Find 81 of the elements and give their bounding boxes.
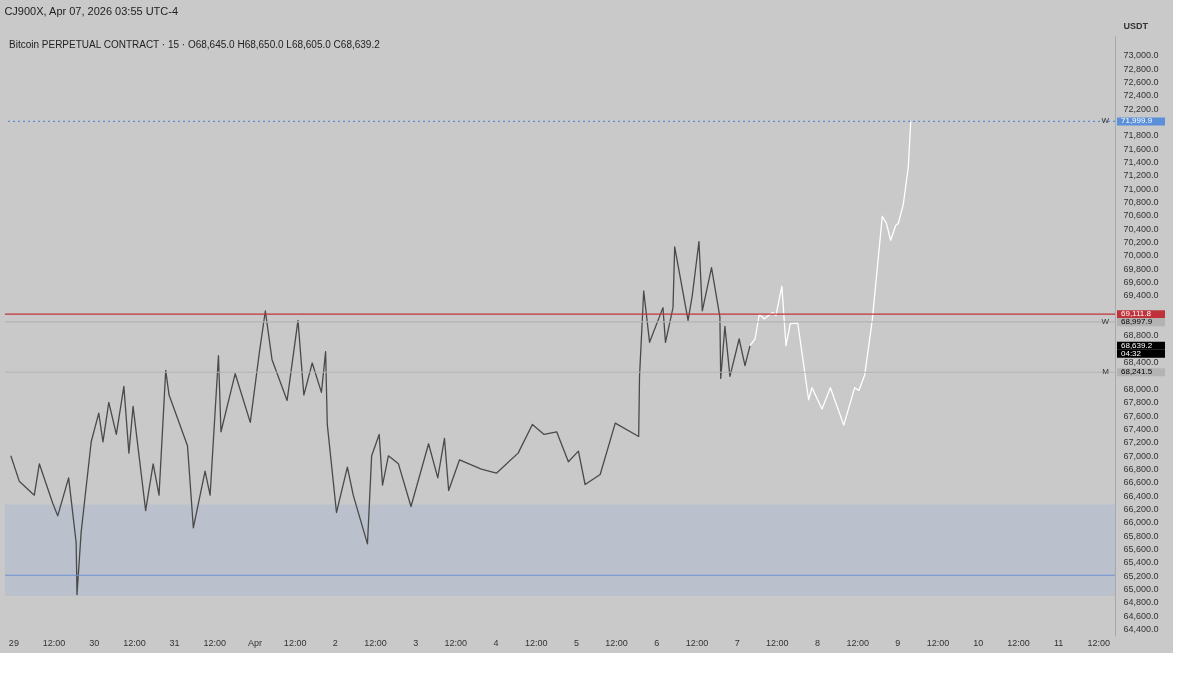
y-tick-label: 72,600.0 — [1123, 76, 1159, 87]
x-tick-label: 12:00 — [203, 637, 227, 648]
y-tick-label: 65,000.0 — [1123, 584, 1159, 595]
x-tick-label: 12:00 — [524, 637, 548, 648]
y-tick-label: 71,200.0 — [1123, 170, 1159, 181]
y-tick-label: 65,600.0 — [1123, 544, 1159, 555]
annotation: M — [1102, 367, 1110, 377]
x-tick-label: 30 — [89, 637, 100, 648]
y-tick-label: 69,800.0 — [1123, 263, 1159, 274]
y-tick-label: 71,600.0 — [1123, 143, 1159, 154]
annotation: W — [1101, 116, 1110, 126]
x-tick-label: 12:00 — [766, 637, 789, 648]
text: 68,639.2 — [1121, 340, 1153, 350]
ref-line-label: 69,111.8 — [1121, 309, 1152, 319]
y-tick-label: 73,000.0 — [1123, 50, 1159, 61]
x-tick-label: 11 — [1053, 637, 1064, 648]
y-tick-label: 69,600.0 — [1123, 277, 1159, 288]
x-tick-label: 4 — [493, 637, 499, 648]
y-tick-label: 65,200.0 — [1123, 570, 1159, 581]
line-series — [10, 240, 751, 596]
text: 04:32 — [1121, 348, 1142, 358]
x-tick-label: 2 — [332, 637, 338, 648]
y-tick-label: 68,000.0 — [1123, 383, 1159, 394]
y-tick-label: 71,400.0 — [1123, 156, 1159, 167]
x-tick-label: 12:00 — [123, 637, 146, 648]
y-tick-label: 64,800.0 — [1123, 597, 1159, 608]
y-tick-label: 70,800.0 — [1123, 197, 1159, 208]
x-tick-label: 29 — [8, 637, 19, 648]
x-tick-label: 12:00 — [1087, 637, 1111, 648]
y-tick-label: 72,200.0 — [1123, 103, 1159, 114]
ref-line-label: 71,999.9 — [1121, 116, 1153, 126]
ref-line-label: 68,997.9 — [1121, 317, 1153, 327]
y-axis-title: USDT — [1123, 20, 1149, 31]
y-tick-label: 67,800.0 — [1123, 397, 1159, 408]
y-tick-label: 67,400.0 — [1123, 423, 1159, 434]
chart-title: Bitcoin PERPETUAL CONTRACT · 15 · O68,645.0 H68,650.0 L68,605.0 C68,639.2 — [9, 39, 381, 50]
y-tick-label: 66,800.0 — [1123, 463, 1159, 474]
line-series — [749, 120, 912, 426]
x-tick-label: 7 — [734, 637, 740, 648]
x-tick-label: 3 — [413, 637, 419, 648]
y-tick-label: 64,600.0 — [1123, 610, 1159, 621]
x-tick-label: 12:00 — [444, 637, 468, 648]
y-tick-label: 69,400.0 — [1123, 290, 1159, 301]
y-tick-label: 68,800.0 — [1123, 330, 1159, 341]
y-tick-label: 64,400.0 — [1123, 624, 1159, 635]
y-tick-label: 70,200.0 — [1123, 237, 1159, 248]
y-tick-label: 72,400.0 — [1123, 90, 1159, 101]
x-tick-label: 12:00 — [605, 637, 628, 648]
y-tick-label: 71,000.0 — [1123, 183, 1159, 194]
y-tick-label: 66,200.0 — [1123, 504, 1159, 515]
y-tick-label: 70,600.0 — [1123, 210, 1159, 221]
x-tick-label: 12:00 — [685, 637, 709, 648]
y-tick-label: 66,000.0 — [1123, 517, 1159, 528]
y-tick-label: 70,000.0 — [1123, 250, 1159, 261]
x-tick-label: 10 — [973, 637, 984, 648]
y-tick-label: 66,600.0 — [1123, 477, 1159, 488]
ref-line-label: 68,241.5 — [1121, 367, 1153, 377]
y-tick-label: 65,800.0 — [1123, 530, 1159, 541]
y-tick-label: 66,400.0 — [1123, 490, 1159, 501]
y-tick-label: 72,800.0 — [1123, 63, 1159, 74]
x-tick-label: 12:00 — [846, 637, 869, 648]
y-tick-label: 70,400.0 — [1123, 223, 1159, 234]
x-tick-label: 12:00 — [926, 637, 950, 648]
x-tick-label: Apr — [247, 637, 262, 648]
y-tick-label: 65,400.0 — [1123, 557, 1159, 568]
x-tick-label: 6 — [654, 637, 660, 648]
x-tick-label: 9 — [895, 637, 901, 648]
x-tick-label: 12:00 — [1007, 637, 1030, 648]
annotation: W — [1101, 316, 1110, 326]
y-tick-label: 67,200.0 — [1123, 437, 1159, 448]
x-tick-label: 12:00 — [364, 637, 387, 648]
x-tick-label: 12:00 — [42, 637, 66, 648]
text: CJ900X, Apr 07, 2026 03:55 UTC-4 — [4, 5, 179, 17]
x-tick-label: 5 — [573, 637, 579, 648]
x-tick-label: 8 — [814, 637, 820, 648]
x-tick-label: 12:00 — [283, 637, 307, 648]
y-tick-label: 67,000.0 — [1123, 450, 1159, 461]
x-tick-label: 31 — [169, 637, 180, 648]
y-tick-label: 71,800.0 — [1123, 130, 1159, 141]
y-tick-label: 67,600.0 — [1123, 410, 1159, 421]
y-tick-label: 68,400.0 — [1123, 357, 1159, 368]
